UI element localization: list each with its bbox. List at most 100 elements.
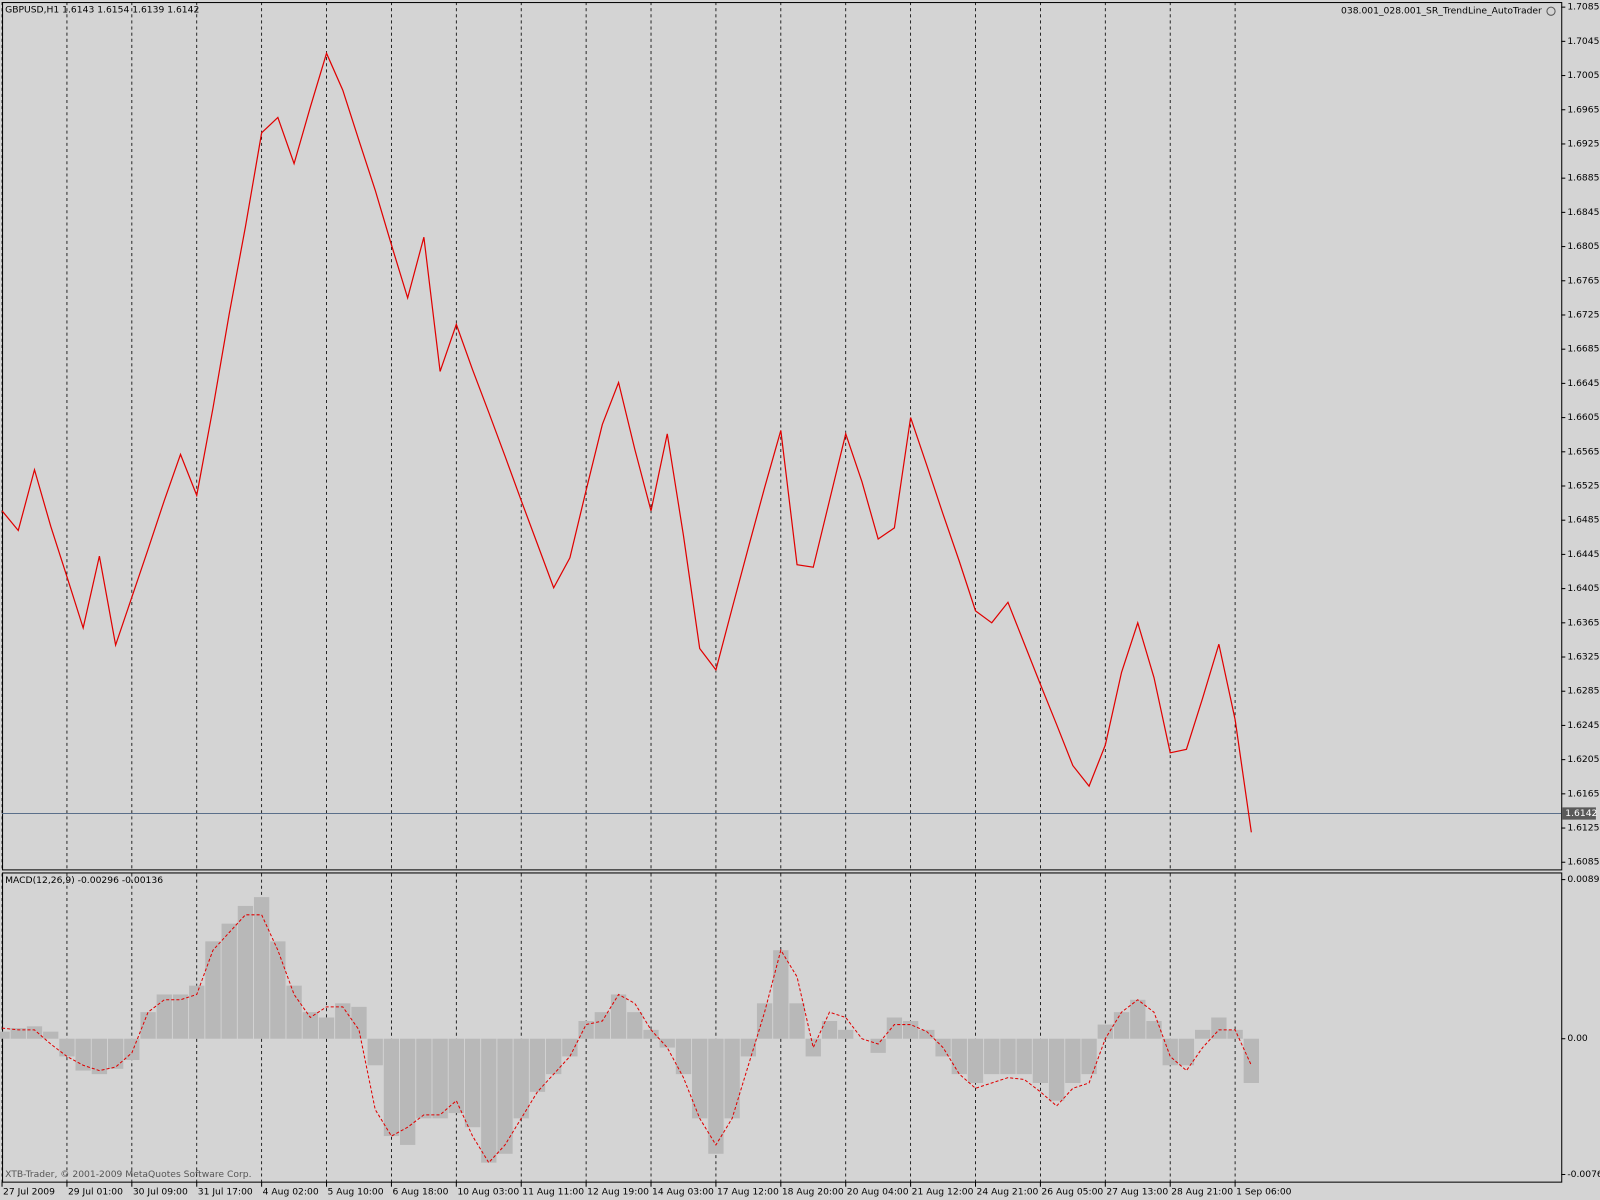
macd-bar (756, 1003, 773, 1039)
x-tick-label: 14 Aug 03:00 (652, 1186, 714, 1197)
expert-icon (1546, 6, 1556, 16)
x-tick-label: 24 Aug 21:00 (977, 1186, 1039, 1197)
x-tick-label: 28 Aug 21:00 (1171, 1186, 1233, 1197)
macd-bar (919, 1029, 935, 1039)
macd-bar (0, 1031, 10, 1039)
footer: XTB-Trader, © 2001-2009 MetaQuotes Softw… (5, 1169, 251, 1180)
signal-line (1, 914, 1252, 1164)
macd-bar (692, 1038, 708, 1119)
x-tick-label: 27 Aug 13:00 (1106, 1186, 1168, 1197)
macd-bar (1227, 1029, 1243, 1039)
macd-bar (513, 1038, 529, 1119)
macd-bar (26, 1026, 43, 1039)
x-tick-label: 29 Jul 01:00 (68, 1186, 123, 1197)
macd-bar (400, 1038, 416, 1145)
x-tick-label: 11 Aug 11:00 (522, 1186, 584, 1197)
y-tick-label: 1.6565 (1567, 446, 1599, 457)
y-tick-label: 1.6205 (1567, 754, 1599, 765)
macd-bar (1130, 999, 1146, 1039)
macd-bar (1097, 1024, 1113, 1039)
y-tick-label: 0.00899 (1567, 874, 1600, 885)
y-tick-label: 1.6845 (1567, 207, 1599, 218)
macd-bar (902, 1021, 919, 1039)
y-tick-label: 1.6645 (1567, 378, 1599, 389)
macd-bar (627, 1012, 643, 1039)
macd-bar (1000, 1038, 1016, 1075)
y-tick-label: 1.7085 (1567, 2, 1599, 13)
macd-bar (594, 1012, 610, 1039)
macd-bar (270, 941, 286, 1039)
macd-bar (156, 994, 172, 1039)
x-tick-label: 12 Aug 19:00 (587, 1186, 649, 1197)
macd-bar (432, 1038, 448, 1119)
symbol-header: GBPUSD,H1 1.6143 1.6154 1.6139 1.6142 (5, 5, 199, 16)
macd-bar (140, 1012, 156, 1039)
macd-bar (43, 1031, 59, 1039)
macd-bar (481, 1038, 497, 1163)
macd-bar (59, 1038, 75, 1057)
macd-bar (1146, 1021, 1162, 1039)
macd-bar (675, 1038, 692, 1075)
x-tick-label: 21 Aug 12:00 (912, 1186, 974, 1197)
x-tick-label: 30 Jul 09:00 (133, 1186, 188, 1197)
macd-bar (838, 1029, 854, 1039)
macd-bar (221, 923, 237, 1039)
macd-bar (383, 1038, 400, 1137)
x-tick-label: 4 Aug 02:00 (263, 1186, 319, 1197)
macd-bar (643, 1029, 659, 1039)
x-tick-label: 20 Aug 04:00 (847, 1186, 909, 1197)
macd-label: MACD(12,26,9) -0.00296 -0.00136 (5, 875, 163, 886)
macd-bar (286, 985, 302, 1039)
y-tick-label: 1.6725 (1567, 309, 1599, 320)
y-tick-label: 1.6925 (1567, 138, 1599, 149)
macd-bar (967, 1038, 984, 1083)
y-tick-label: 1.6245 (1567, 720, 1599, 731)
macd-bar (237, 905, 254, 1039)
macd-bar (740, 1038, 757, 1057)
price-panel (2, 2, 1563, 871)
x-tick-label: 6 Aug 18:00 (392, 1186, 448, 1197)
macd-bar (253, 897, 270, 1039)
macd-bar (1243, 1038, 1259, 1083)
y-tick-label: 1.6125 (1567, 823, 1599, 834)
macd-bar (546, 1038, 562, 1075)
y-tick-label: 1.6525 (1567, 481, 1599, 492)
macd-bar (1195, 1029, 1211, 1039)
macd-bar (805, 1038, 821, 1057)
macd-bar (821, 1021, 838, 1039)
macd-bar (367, 1038, 383, 1066)
y-tick-label: 1.6165 (1567, 788, 1599, 799)
y-tick-label: 1.6605 (1567, 412, 1599, 423)
y-tick-label: 1.6405 (1567, 583, 1599, 594)
x-tick-label: 26 Aug 05:00 (1041, 1186, 1103, 1197)
macd-bar (205, 941, 221, 1039)
macd-bar (172, 994, 189, 1039)
macd-bar (708, 1038, 724, 1154)
macd-bar (1016, 1038, 1032, 1075)
current-price-label: 1.6142 (1565, 808, 1597, 819)
x-tick-label: 17 Aug 12:00 (717, 1186, 779, 1197)
macd-bar (724, 1038, 740, 1119)
macd-bar (10, 1028, 26, 1039)
macd-bar (951, 1038, 967, 1075)
expert-name: 038.001_028.001_SR_TrendLine_AutoTrader (1341, 6, 1542, 17)
macd-bar (351, 1006, 367, 1039)
y-tick-label: 0.00 (1567, 1033, 1588, 1044)
macd-bar (984, 1038, 1000, 1075)
macd-bar (335, 1003, 351, 1039)
price-line (1, 51, 1252, 833)
y-tick-label: 1.6885 (1567, 173, 1599, 184)
macd-bar (1113, 1012, 1130, 1039)
macd-bar (1048, 1038, 1065, 1101)
macd-bar (124, 1038, 140, 1060)
macd-bar (529, 1038, 546, 1092)
y-tick-label: 1.6325 (1567, 652, 1599, 663)
y-tick-label: 1.6285 (1567, 686, 1599, 697)
x-tick-label: 27 Jul 2009 (3, 1186, 55, 1197)
macd-bar (1065, 1038, 1081, 1083)
macd-panel (2, 872, 1563, 1183)
macd-bar (1178, 1038, 1195, 1066)
macd-bar (1081, 1038, 1097, 1075)
x-tick-label: 10 Aug 03:00 (457, 1186, 519, 1197)
